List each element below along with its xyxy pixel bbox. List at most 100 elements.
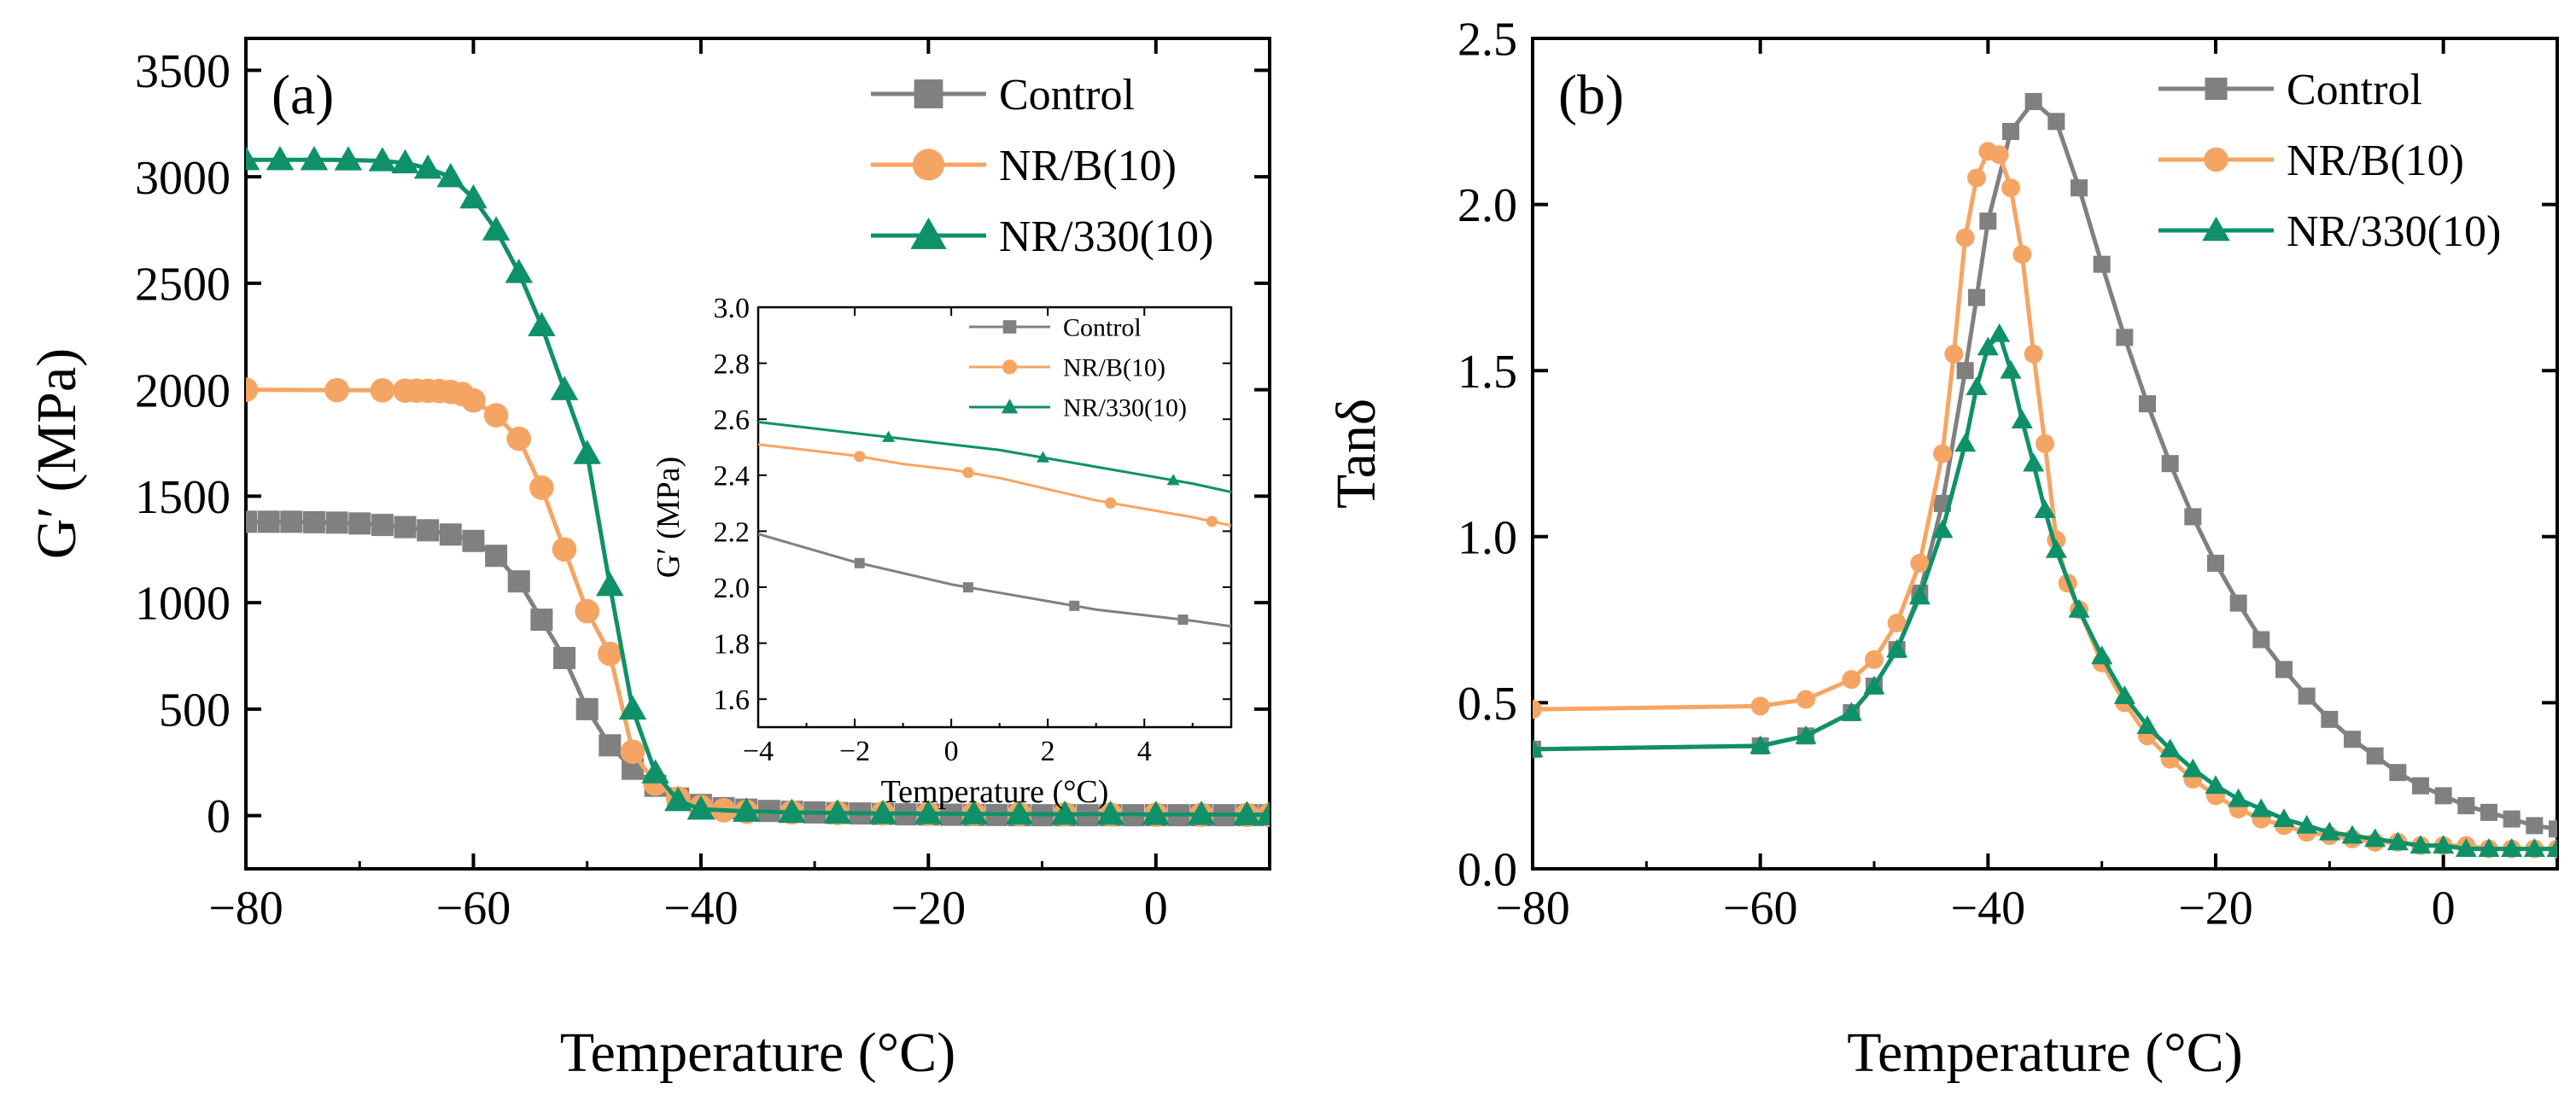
- p0-plot-area: [246, 145, 1270, 828]
- legend-marker-2: [910, 217, 947, 249]
- inset-y-tick-label: 1.6: [714, 684, 751, 716]
- y-tick-label: 3500: [135, 45, 231, 98]
- inset0-data-point: [1069, 600, 1080, 611]
- p1-data-point: [2182, 758, 2204, 778]
- inset0-data-point: [854, 557, 865, 568]
- p0-data-point: [823, 799, 852, 824]
- inset0-data-point: [962, 467, 974, 479]
- p1-data-point: [2480, 803, 2497, 821]
- p1-data-point: [2161, 455, 2179, 473]
- x-tick-label: −40: [1951, 882, 2026, 935]
- p1-data-point: [1977, 336, 1999, 356]
- p0-data-point: [553, 647, 576, 670]
- x-tick-label: −80: [208, 882, 283, 935]
- p1-data-point: [2045, 539, 2067, 558]
- p1-data-point: [2410, 835, 2432, 854]
- x-tick-label: −80: [1495, 882, 1570, 935]
- p0-data-point: [246, 377, 259, 402]
- p1-data-point: [2002, 122, 2019, 140]
- p1-data-point: [2250, 798, 2272, 818]
- inset0-data-point: [1037, 451, 1050, 463]
- x-tick-label: −20: [891, 882, 967, 935]
- p0-data-point: [325, 511, 348, 534]
- p1-data-point: [1954, 433, 1977, 452]
- inset-legend-marker-0: [1002, 320, 1017, 334]
- p0-data-point: [485, 545, 508, 568]
- p0-data-point: [868, 799, 897, 824]
- p0-data-point: [1187, 801, 1216, 825]
- inset-y-tick-label: 1.8: [714, 629, 751, 661]
- p1-data-point: [1966, 376, 1988, 396]
- p1-data-point: [2273, 808, 2295, 827]
- p1-data-point: [1886, 638, 1908, 658]
- p1-data-point: [2011, 410, 2033, 428]
- p1-data-point: [1931, 519, 1954, 539]
- inset-x-tick-label: 4: [1137, 736, 1152, 767]
- p0-data-point: [663, 786, 692, 812]
- x-tick-label: −60: [436, 882, 511, 935]
- p0-data-point: [575, 697, 599, 720]
- inset0-data-point: [1177, 614, 1189, 626]
- p1-data-point: [2012, 244, 2032, 264]
- p0-data-point: [348, 512, 371, 535]
- panel-label: (b): [1558, 64, 1624, 126]
- p1-data-point: [2093, 255, 2111, 273]
- panel-label: (a): [272, 64, 334, 126]
- y-tick-label: 1000: [135, 578, 231, 631]
- p1-data-point: [1944, 344, 1964, 364]
- p0-data-point: [324, 377, 349, 403]
- p0-data-point: [439, 523, 462, 546]
- p1-data-point: [2433, 835, 2455, 854]
- p1-data-point: [2068, 598, 2090, 618]
- legend-label-1: NR/B(10): [2287, 137, 2464, 185]
- p0-data-point: [1255, 801, 1270, 825]
- y-axis-label: G′ (MPa): [26, 348, 88, 559]
- p0-data-point: [246, 145, 260, 171]
- p0-data-point: [507, 570, 530, 593]
- p1-data-point: [2207, 554, 2224, 572]
- inset-y-tick-label: 2.2: [714, 516, 751, 548]
- p0-data-point: [529, 475, 554, 500]
- p1-data-point: [2024, 344, 2043, 364]
- p0-data-point: [436, 162, 465, 188]
- inset-x-tick-label: −2: [839, 736, 870, 767]
- p1-data-point: [1863, 675, 1885, 695]
- inset-chart: −4 −2 0 2 4 1.6 1.8 2.0 2.2 2.4 2.6 2.8 3.0 Temperatu…: [651, 293, 1233, 810]
- y-tick-label: 0: [207, 790, 231, 843]
- y-tick-label: 1.0: [1457, 511, 1517, 564]
- p1-data-point: [1887, 613, 1907, 632]
- y-tick-label: 0.5: [1457, 678, 1517, 731]
- p1-data-point: [2298, 687, 2316, 705]
- inset-y-tick-label: 3.0: [714, 293, 751, 324]
- p1-data-point: [2412, 777, 2429, 795]
- x-tick-label: −20: [2178, 882, 2253, 935]
- p1-data-point: [1989, 323, 2011, 342]
- inset0-data-point: [1206, 515, 1218, 527]
- p1-data-point: [2205, 775, 2227, 795]
- p1-data-point: [2549, 820, 2557, 838]
- p0-data-point: [530, 609, 553, 632]
- panel-a-storage-modulus: −80 −60 −40 −20 0050010001500200025003000350…: [26, 37, 1271, 1084]
- inset-y-tick-label: 2.6: [714, 405, 751, 436]
- inset-legend-label-0: Control: [1063, 314, 1142, 342]
- p1-data-point: [2478, 838, 2500, 858]
- p1-data-point: [2024, 92, 2042, 110]
- p1-data-point: [1842, 670, 1861, 690]
- p0-data-point: [1233, 801, 1261, 825]
- p1-data-point: [2364, 828, 2386, 847]
- x-axis-label: Temperature (°C): [560, 1022, 955, 1084]
- p1-data-point: [1967, 168, 1986, 188]
- p0-data-point: [641, 759, 669, 783]
- p0-data-point: [483, 403, 509, 428]
- legend-label-0: Control: [2287, 66, 2422, 114]
- p0-data-point: [462, 529, 485, 552]
- inset0-data-point: [882, 430, 896, 442]
- p1-data-point: [1533, 700, 1542, 719]
- p1-data-point: [2546, 838, 2557, 858]
- p0-data-point: [596, 571, 624, 597]
- inset0-data-point: [1105, 497, 1117, 509]
- inset-plot-frame: [756, 306, 1233, 729]
- legend: Control NR/B(10) NR/330(10): [2158, 66, 2501, 256]
- p1-plot-area: [1533, 92, 2557, 859]
- y-tick-label: 2.0: [1457, 179, 1517, 232]
